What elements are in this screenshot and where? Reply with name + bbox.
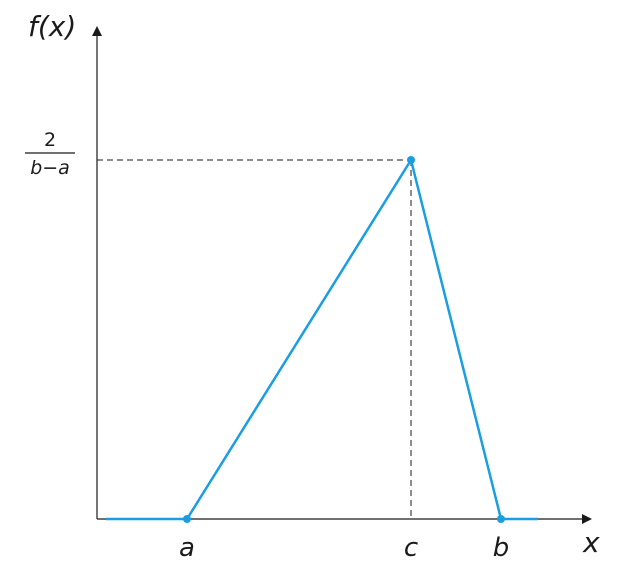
point-a: [183, 515, 191, 523]
point-c-peak: [407, 156, 415, 164]
x-tick-label-c: c: [404, 533, 418, 563]
point-b: [497, 515, 505, 523]
x-axis-label: x: [582, 526, 600, 559]
x-tick-label-b: b: [493, 533, 510, 563]
peak-label-numerator: 2: [44, 129, 56, 151]
x-tick-label-a: a: [179, 533, 195, 563]
peak-label-denominator: b−a: [30, 157, 70, 179]
pdf-triangle: [185, 156, 503, 520]
y-axis-label: f(x): [28, 10, 76, 43]
